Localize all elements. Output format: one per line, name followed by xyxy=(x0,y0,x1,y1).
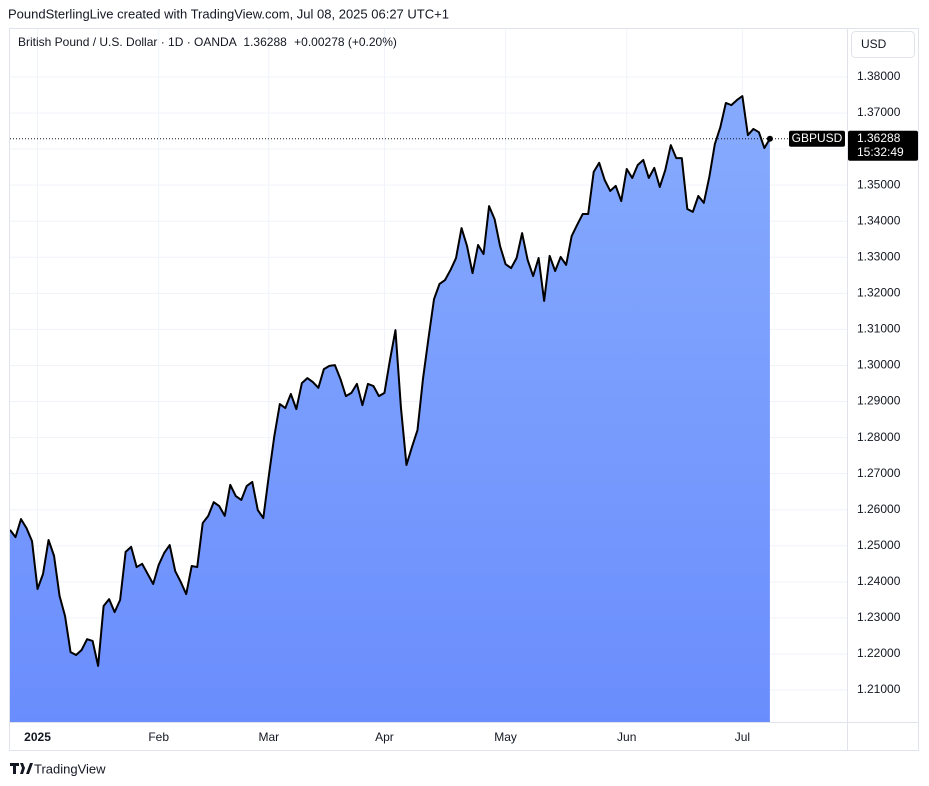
y-tick-label: 1.28000 xyxy=(857,430,901,444)
plot xyxy=(9,95,847,723)
y-tick-label: 1.29000 xyxy=(857,394,901,408)
countdown: 15:32:49 xyxy=(857,145,904,159)
last-point xyxy=(766,135,773,142)
price-line xyxy=(9,95,771,667)
symbol-label: GBPUSD xyxy=(792,131,843,145)
brand-name: TradingView xyxy=(34,761,106,776)
y-tick-label: 1.21000 xyxy=(857,682,901,696)
legend-price: 1.36288 xyxy=(243,35,287,49)
brand: TradingView xyxy=(10,761,106,776)
y-tick-label: 1.25000 xyxy=(857,538,901,552)
x-tick-label: 2025 xyxy=(24,730,51,744)
y-tick-label: 1.30000 xyxy=(857,358,901,372)
caption: PoundSterlingLive created with TradingVi… xyxy=(8,6,449,21)
y-tick-label: 1.32000 xyxy=(857,286,901,300)
y-tick-label: 1.27000 xyxy=(857,466,901,480)
legend: British Pound / U.S. Dollar · 1D · OANDA… xyxy=(18,35,397,49)
y-tick-label: 1.35000 xyxy=(857,177,901,191)
y-tick-label: 1.22000 xyxy=(857,646,901,660)
y-tick-label: 1.31000 xyxy=(857,322,901,336)
price-badge xyxy=(848,130,918,161)
brand-logo xyxy=(10,763,33,774)
y-tick-label: 1.26000 xyxy=(857,502,901,516)
y-tick-label: 1.38000 xyxy=(857,69,901,83)
axes: 1.21000 1.22000 1.23000 1.24000 1.25000 1.260… xyxy=(24,69,918,744)
x-tick-label: Apr xyxy=(375,730,394,744)
legend-title: British Pound / U.S. Dollar · 1D · OANDA xyxy=(18,35,237,49)
symbol-badge xyxy=(789,130,845,147)
y-tick-label: 1.37000 xyxy=(857,105,901,119)
x-tick-label: Feb xyxy=(148,730,169,744)
x-tick-label: May xyxy=(494,730,517,744)
area-fill xyxy=(10,96,770,723)
x-tick-label: Mar xyxy=(258,730,279,744)
y-tick-label: 1.24000 xyxy=(857,574,901,588)
x-tick-label: Jul xyxy=(735,730,750,744)
y-tick-label: 1.34000 xyxy=(857,213,901,227)
price-label: 1.36288 xyxy=(857,131,901,145)
legend-change: +0.00278 (+0.20%) xyxy=(294,35,397,49)
currency-button[interactable] xyxy=(851,31,915,58)
frame xyxy=(9,28,919,751)
y-tick-label: 1.33000 xyxy=(857,249,901,263)
currency[interactable]: USD xyxy=(861,37,887,51)
y-tick-label: 1.23000 xyxy=(857,610,901,624)
x-tick-label: Jun xyxy=(617,730,636,744)
